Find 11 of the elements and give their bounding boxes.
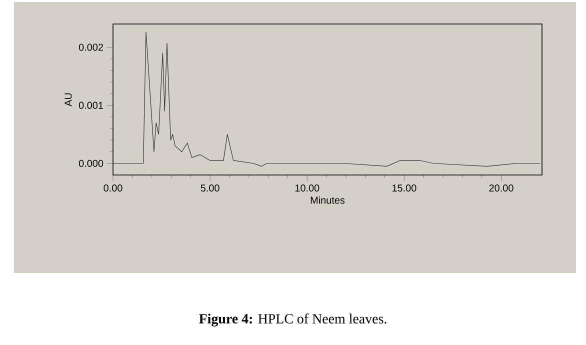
y-tick-label: 0.002 [78, 44, 103, 51]
x-axis-title: Minutes [310, 196, 345, 204]
y-tick-label: 0.001 [78, 102, 104, 109]
x-tick-label: 20.00 [489, 184, 514, 192]
x-tick-label: 15.00 [392, 184, 416, 192]
x-tick-label: 0.00 [104, 184, 122, 192]
y-tick-label: 0.000 [78, 160, 104, 167]
x-tick-label: 10.00 [295, 184, 320, 192]
y-axis-title: AU [64, 93, 72, 106]
text: Figure 4: HPLC of Neem leaves. [199, 314, 386, 326]
x-tick-label: 5.00 [200, 184, 220, 192]
